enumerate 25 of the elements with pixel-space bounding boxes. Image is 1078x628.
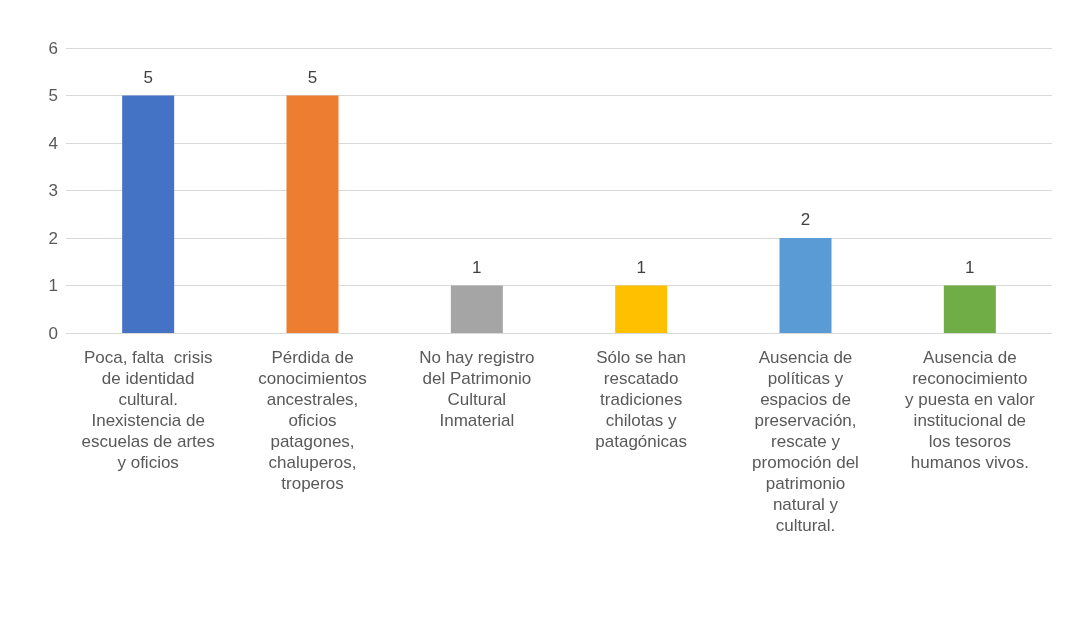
y-tick-label: 2 xyxy=(48,228,58,248)
data-label: 1 xyxy=(965,257,975,277)
data-label: 1 xyxy=(472,257,482,277)
category-label: Ausencia de políticas y espacios de preservación, rescate y promoción del patrimonio natural y cultural. xyxy=(752,348,859,535)
x-tick-label: Pérdida de conocimientos ancestrales, oficios patagones, chaluperos, troperos xyxy=(258,348,367,493)
bar xyxy=(122,95,175,333)
bar xyxy=(779,238,832,333)
bar xyxy=(450,285,503,333)
data-label: 5 xyxy=(143,67,153,87)
data-label: 2 xyxy=(800,210,811,229)
y-tick-label: 4 xyxy=(48,133,58,153)
y-tick-label: 3 xyxy=(48,181,58,200)
y-tick-label: 0 xyxy=(48,323,58,343)
x-tick-label: No hay registro del Patrimonio Cultural Inmaterial xyxy=(419,348,535,430)
data-label: 1 xyxy=(636,257,646,277)
y-tick-label: 6 xyxy=(48,38,58,58)
data-label: 5 xyxy=(307,67,318,87)
x-tick-label: Sólo se han rescatado tradiciones chilotas y patagónicas xyxy=(595,348,688,451)
y-tick-label: 5 xyxy=(48,86,58,105)
x-tick-label: Poca, falta crisis de identidad cultural. Inexistencia de escuelas de artes y oficios xyxy=(81,348,215,472)
bar xyxy=(286,95,339,333)
y-tick-label: 1 xyxy=(48,276,58,295)
bar xyxy=(615,285,668,333)
x-tick-label: Ausencia de reconocimiento y puesta en valor institucional de los tesoros humanos vivos. xyxy=(905,348,1035,472)
bar xyxy=(943,285,996,333)
